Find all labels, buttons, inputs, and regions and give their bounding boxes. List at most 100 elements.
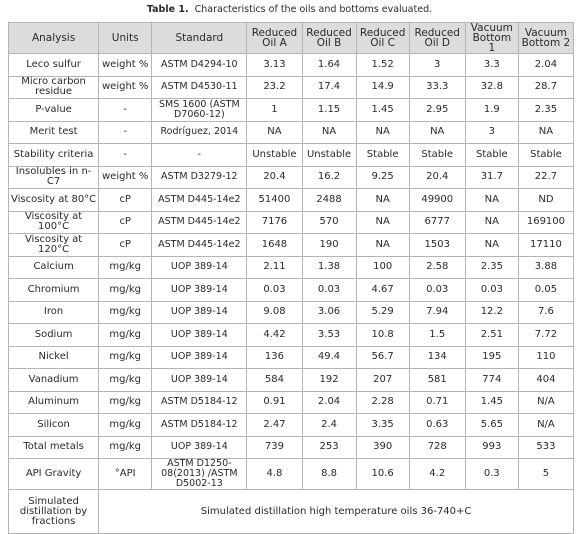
table-cell: 2.04 [301,390,357,414]
row-label: P-value [7,98,100,122]
table-cell: 4.2 [408,458,466,490]
standard-cell: ASTM D1250-08(2013) /ASTM D5002-13 [151,458,248,490]
table-cell: 32.8 [464,75,519,99]
table-cell: N/A [517,413,575,437]
table-cell: 1.9 [464,98,519,122]
header-cell: Standard [151,22,248,54]
table-cell: Unstable [246,143,303,167]
header-cell: Vacuum Bottom 2 [517,22,575,54]
standard-cell: ASTM D3279-12 [151,165,248,189]
header-cell: Vacuum Bottom 1 [464,22,519,54]
table-cell: cP [98,233,153,257]
table-body: Leco sulfur weight % ASTM D4294-10 3.13 1.64… [7,53,575,534]
table-row: Insolubles in n-C7 weight % ASTM D3279-12 2… [7,165,575,189]
standard-cell: ASTM D4294-10 [151,53,248,77]
table-cell: 3.13 [246,53,303,77]
table-cell: 0.03 [301,278,357,302]
table-cell: 728 [408,435,466,459]
caption: Table 1. Characteristics of the oils and… [0,0,579,20]
standard-cell: ASTM D5184-12 [151,413,248,437]
table-cell: 136 [246,345,303,369]
table-cell: 3 [408,53,466,77]
row-label: Calcium [7,255,100,279]
table-cell: 5 [517,458,575,490]
row-label: Iron [7,300,100,324]
table-cell: 2.11 [246,255,303,279]
table-cell: 1.38 [301,255,357,279]
table-cell: 190 [301,233,357,257]
row-label: API Gravity [7,458,100,490]
table-row: Calcium mg/kg UOP 389-14 2.11 1.38 100 2.58 2.3… [7,255,575,279]
table-row: Iron mg/kg UOP 389-14 9.08 3.06 5.29 7.94 12.2 7… [7,300,575,324]
table-cell: cP [98,188,153,212]
table-cell: NA [355,210,410,234]
table-cell: 993 [464,435,519,459]
table-cell: 1648 [246,233,303,257]
header-cell: Reduced Oil A [246,22,303,54]
table-cell: 1503 [408,233,466,257]
row-label: Total metals [7,435,100,459]
row-label: Viscosity at 100°C [7,210,100,234]
table-row: Viscosity at 80°C cP ASTM D445-14e2 51400 24… [7,188,575,212]
table-cell: 31.7 [464,165,519,189]
table-cell: mg/kg [98,390,153,414]
table-cell: 0.91 [246,390,303,414]
data-table: Analysis Units Standard Reduced Oil A Reduce… [7,22,575,534]
table-cell: 0.3 [464,458,519,490]
table-cell: Unstable [301,143,357,167]
table-cell: mg/kg [98,435,153,459]
table-row: Stability criteria - - Unstable Unstable Stab… [7,143,575,167]
standard-cell: UOP 389-14 [151,345,248,369]
table-cell: 570 [301,210,357,234]
table-cell: 134 [408,345,466,369]
table-cell: NA [408,120,466,144]
table-cell: N/A [517,390,575,414]
table-cell: 3.88 [517,255,575,279]
table-cell: 10.6 [355,458,410,490]
row-label: Leco sulfur [7,53,100,77]
table-cell: NA [355,188,410,212]
table-cell: 2.28 [355,390,410,414]
table-row: Silicon mg/kg ASTM D5184-12 2.47 2.4 3.35 0.63… [7,413,575,437]
row-label: Stability criteria [7,143,100,167]
row-label: Chromium [7,278,100,302]
table-cell: 17110 [517,233,575,257]
standard-cell: ASTM D445-14e2 [151,188,248,212]
row-label: Insolubles in n-C7 [7,165,100,189]
table-cell: Stable [517,143,575,167]
table-cell: 774 [464,368,519,392]
table-cell: 581 [408,368,466,392]
standard-cell: UOP 389-14 [151,368,248,392]
table-cell: NA [517,120,575,144]
table-cell: 22.7 [517,165,575,189]
table-cell: 2.4 [301,413,357,437]
table-cell: 4.8 [246,458,303,490]
table-cell: 3.53 [301,323,357,347]
table-cell: 1.15 [301,98,357,122]
table-row: Merit test - Rodríguez, 2014 NA NA NA NA 3 NA [7,120,575,144]
table-cell: NA [301,120,357,144]
table-cell: 404 [517,368,575,392]
table-cell: 2.47 [246,413,303,437]
table-row: Micro carbon residue weight % ASTM D4530-1… [7,75,575,99]
table-cell: 20.4 [246,165,303,189]
table-cell: NA [355,120,410,144]
table-row: Total metals mg/kg UOP 389-14 739 253 390 728 9… [7,435,575,459]
row-label: Vanadium [7,368,100,392]
table-row: Viscosity at 100°C cP ASTM D445-14e2 7176 57… [7,210,575,234]
table-header: Analysis Units Standard Reduced Oil A Reduce… [7,22,575,54]
table-cell: 2.35 [517,98,575,122]
table-cell: ND [517,188,575,212]
table-cell: - [98,120,153,144]
table-cell: 9.08 [246,300,303,324]
table-row: Nickel mg/kg UOP 389-14 136 49.4 56.7 134 195 11… [7,345,575,369]
table-cell: mg/kg [98,413,153,437]
standard-cell: UOP 389-14 [151,255,248,279]
table-cell: NA [246,120,303,144]
table-cell: 5.29 [355,300,410,324]
table-cell: 20.4 [408,165,466,189]
table-cell: 2488 [301,188,357,212]
table-cell: °API [98,458,153,490]
caption-text: Characteristics of the oils and bottoms … [194,4,433,15]
